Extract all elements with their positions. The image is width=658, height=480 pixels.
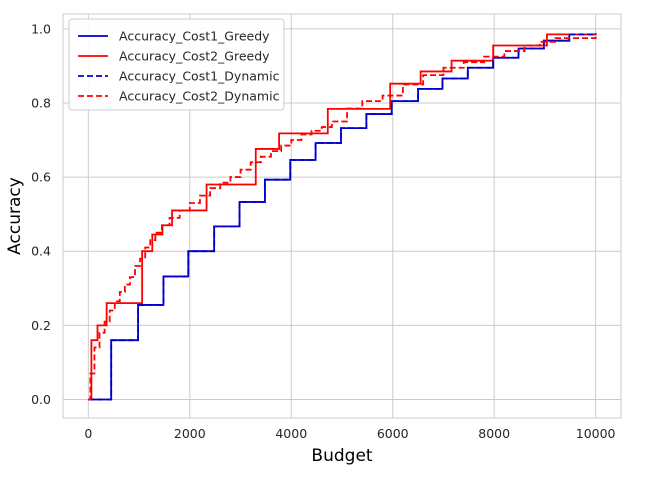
x-axis-label: Budget — [311, 446, 372, 466]
x-axis-ticks: 0 2000 4000 6000 8000 10000 — [84, 426, 615, 441]
legend: Accuracy_Cost1_Greedy Accuracy_Cost2_Gree… — [68, 18, 285, 111]
x-tick-label: 2000 — [174, 426, 206, 441]
y-tick-label: 0.8 — [31, 95, 51, 110]
legend-entry: Accuracy_Cost2_Greedy — [119, 49, 270, 64]
y-tick-label: 1.0 — [31, 21, 51, 36]
x-tick-label: 8000 — [478, 426, 510, 441]
x-tick-label: 6000 — [377, 426, 409, 441]
x-tick-label: 0 — [84, 426, 92, 441]
y-axis-label: Accuracy — [5, 177, 25, 255]
plot-area — [62, 13, 622, 419]
y-tick-label: 0.4 — [31, 244, 51, 259]
x-tick-label: 10000 — [576, 426, 616, 441]
y-tick-label: 0.2 — [31, 318, 51, 333]
series-line-4 — [88, 33, 597, 401]
series-line-2 — [88, 33, 597, 401]
y-axis-ticks: 0.0 0.2 0.4 0.6 0.8 1.0 — [31, 21, 51, 407]
legend-box — [68, 18, 285, 111]
legend-entry: Accuracy_Cost1_Dynamic — [119, 69, 280, 84]
series-line-3 — [88, 33, 597, 401]
y-tick-label: 0.0 — [31, 392, 51, 407]
series-lines — [88, 33, 597, 401]
legend-entry: Accuracy_Cost1_Greedy — [119, 29, 270, 44]
legend-entry: Accuracy_Cost2_Dynamic — [119, 89, 280, 104]
y-tick-label: 0.6 — [31, 170, 51, 185]
x-tick-label: 4000 — [275, 426, 307, 441]
